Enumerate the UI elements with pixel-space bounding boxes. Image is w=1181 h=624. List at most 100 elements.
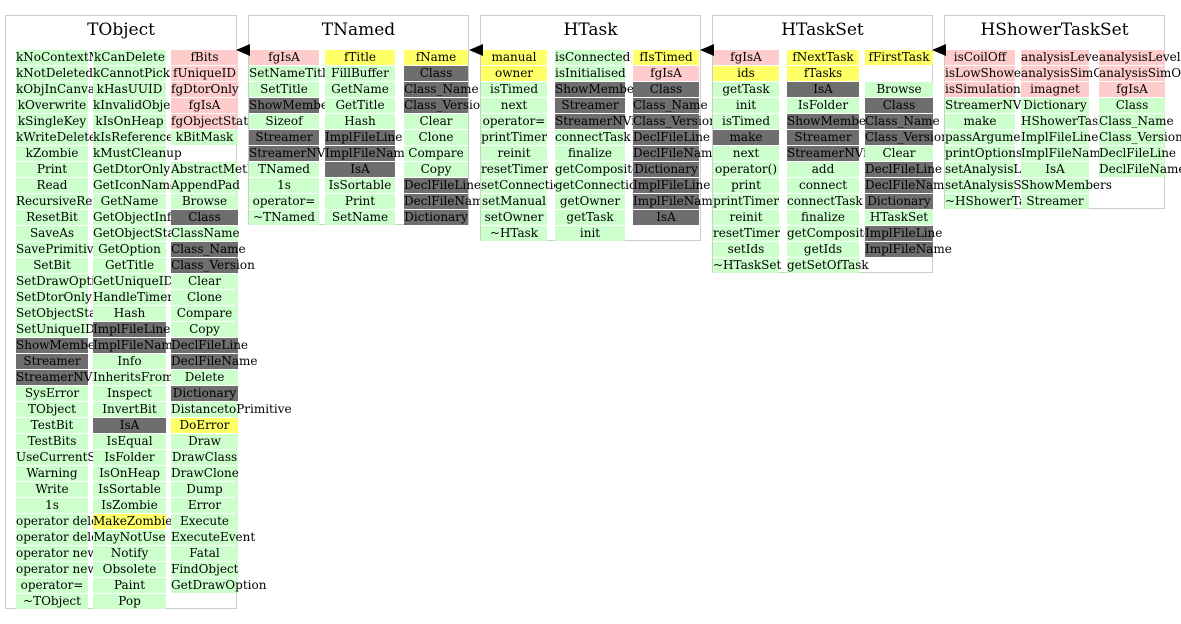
member-column: kCanDelete kCannotPick kHasUUID kInvalidObj… (93, 50, 182, 610)
member-item: kZombie (16, 146, 88, 161)
member-item: fBits (171, 50, 238, 65)
member-item: setAnalysisSimOrReal (945, 178, 1080, 193)
member-item: getTask (713, 82, 779, 97)
member-item: MakeZombie (93, 514, 173, 529)
member-item: InheritsFrom (93, 370, 174, 385)
member-item: Class_Name (633, 98, 708, 113)
member-item: Clone (171, 290, 238, 305)
class-title: HShowerTaskSet (980, 20, 1129, 40)
member-column: fIsTimed fgIsA Class Class_Name Class_Versio… (633, 50, 720, 226)
member-item: ShowMembers (555, 82, 646, 97)
member-item: HandleTimer (93, 290, 174, 305)
member-column: fNextTask fTasks IsA IsFolder ShowMembers Str… (787, 50, 896, 274)
member-column: isCoilOff isLowShowerEfficiency isSimulati… (945, 50, 1087, 210)
member-item: init (713, 98, 779, 113)
member-item: passArguments (945, 130, 1040, 145)
member-item: ShowMembers (16, 338, 107, 353)
member-item: isTimed (481, 82, 547, 97)
member-item: DeclFileName (865, 178, 952, 193)
member-item: IsSortable (325, 178, 395, 193)
member-column: fBits fUniqueID fgDtorOnly fgIsA fgObjectSta… (171, 50, 292, 594)
member-item: MayNotUse (93, 530, 166, 545)
member-item: GetIconName (93, 178, 178, 193)
member-item: fgIsA (249, 50, 319, 65)
member-item: getOwner (555, 194, 625, 209)
member-column: analysisLevelanalysisSimOrRealfgIsAClass… (1099, 50, 1181, 178)
member-item: Delete (171, 370, 238, 385)
member-item: finalize (555, 146, 625, 161)
member-item: fgDtorOnly (171, 82, 239, 97)
member-item: getIds (787, 242, 859, 257)
member-item: DeclFileName (1099, 162, 1181, 177)
member-item: StreamerNVirtual (249, 146, 359, 161)
member-item: ShowMembers (249, 98, 340, 113)
member-item: DeclFileLine (171, 338, 249, 353)
member-item: manual (481, 50, 547, 65)
member-item: isInitialised (555, 66, 626, 81)
member-item: Class (865, 98, 933, 113)
member-item: RecursiveRemove (16, 194, 125, 209)
member-item: reinit (713, 210, 779, 225)
member-column: kNoContextMenu kNotDeleted kObjInCanvas kOv… (16, 50, 125, 610)
member-item: IsEqual (93, 434, 166, 449)
member-item: operator= (481, 114, 547, 129)
member-column: fFirstTask Browse Class Class_Name Class_Ver… (865, 50, 952, 258)
member-item: Clear (171, 274, 238, 289)
class-title: TObject (87, 20, 155, 40)
class-box-htask: HTask manual owner isTimed next operator= pri… (480, 15, 720, 242)
member-item: TestBits (16, 434, 88, 449)
member-item: operator= (249, 194, 319, 209)
member-item: IsA (787, 82, 859, 97)
member-item: kNotDeleted (16, 66, 94, 81)
member-item: kCanDelete (93, 50, 166, 65)
member-item: GetTitle (325, 98, 395, 113)
member-item: DistancetoPrimitive (171, 402, 292, 417)
member-column: fgIsA ids getTask init isTimed make next operat… (713, 50, 781, 274)
member-item: ShowMembers (787, 114, 878, 129)
member-item: operator delete[] (16, 530, 120, 545)
member-item: IsOnHeap (93, 466, 166, 481)
member-item: Class_Version (865, 130, 949, 145)
member-item: DeclFileName (404, 194, 491, 209)
member-item: getConnections (555, 178, 651, 193)
member-item: Class (633, 82, 699, 97)
member-item: printTimer (713, 194, 779, 209)
member-item: SetUniqueID (16, 322, 95, 337)
member-item: init (555, 226, 625, 241)
member-item: fNextTask (787, 50, 859, 65)
member-item: Error (171, 498, 238, 513)
member-item: next (481, 98, 547, 113)
member-item: Hash (93, 306, 166, 321)
member-item: AbstractMethod (171, 162, 270, 177)
member-item: GetDtorOnly (93, 162, 171, 177)
inheritance-arrow-icon (236, 44, 250, 56)
member-item: ~TNamed (249, 210, 319, 225)
member-item: 1s (249, 178, 319, 193)
member-item: AppendPad (171, 178, 240, 193)
member-column: fTitle FillBuffer GetName GetTitle Hash ImplF… (325, 50, 412, 226)
member-item: Hash (325, 114, 395, 129)
member-item: kNoContextMenu (16, 50, 124, 65)
member-item: GetName (93, 194, 166, 209)
member-item: getComposite (787, 226, 872, 241)
member-item: analysisSimOrReal (1099, 66, 1181, 81)
member-item: isTimed (713, 114, 779, 129)
member-item: isCoilOff (945, 50, 1015, 65)
member-item: Sizeof (249, 114, 319, 129)
member-item: getComposite (555, 162, 640, 177)
member-item: operator() (713, 162, 779, 177)
member-column: manual owner isTimed next operator= printTime… (481, 50, 575, 242)
member-item: Class_Version (404, 98, 488, 113)
member-item: add (787, 162, 859, 177)
member-item: fUniqueID (171, 66, 238, 81)
member-item: ImplFileLine (325, 130, 403, 145)
member-item: Fatal (171, 546, 238, 561)
member-item: next (713, 146, 779, 161)
member-item: kHasUUID (93, 82, 166, 97)
member-item: TNamed (249, 162, 319, 177)
member-item: IsA (325, 162, 395, 177)
member-item: fgIsA (633, 66, 699, 81)
member-item: ImplFileLine (93, 322, 171, 337)
member-item: ImplFileName (325, 146, 412, 161)
member-item: printTimer (481, 130, 547, 145)
